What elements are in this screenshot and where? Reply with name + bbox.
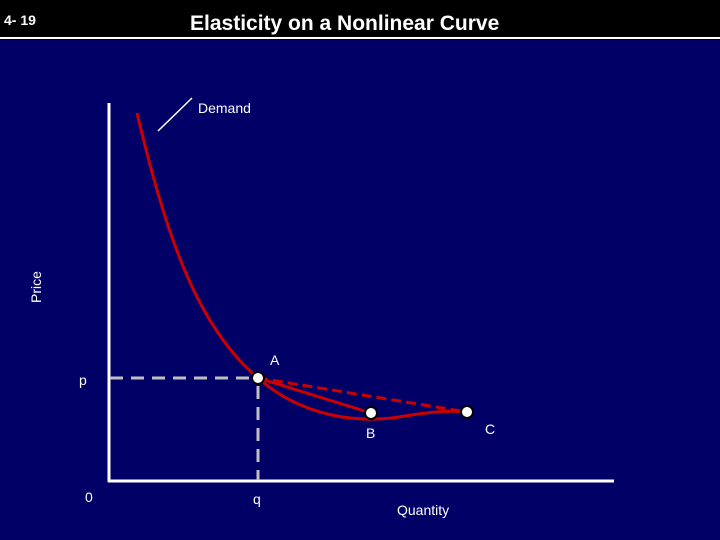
point-c-marker	[460, 405, 474, 419]
origin-label: 0	[85, 489, 93, 505]
chord-a-to-b	[257, 376, 372, 415]
slide-number: 4- 19	[4, 12, 36, 28]
title-underline	[0, 37, 720, 39]
point-b-marker	[364, 406, 378, 420]
point-b-label: B	[366, 425, 375, 441]
demand-pointer-line	[157, 97, 193, 132]
demand-label: Demand	[198, 100, 251, 116]
quantity-label: q	[253, 491, 261, 507]
price-label: p	[79, 372, 87, 388]
y-axis-label: Price	[28, 271, 44, 303]
point-a-label: A	[270, 352, 280, 368]
point-a-marker	[251, 371, 265, 385]
chord-a-to-c	[257, 376, 468, 414]
demand-curve	[135, 112, 469, 421]
title-bar	[0, 0, 720, 40]
x-axis-label: Quantity	[397, 502, 449, 518]
point-c-label: C	[485, 421, 495, 437]
slide-title: Elasticity on a Nonlinear Curve	[190, 12, 500, 35]
